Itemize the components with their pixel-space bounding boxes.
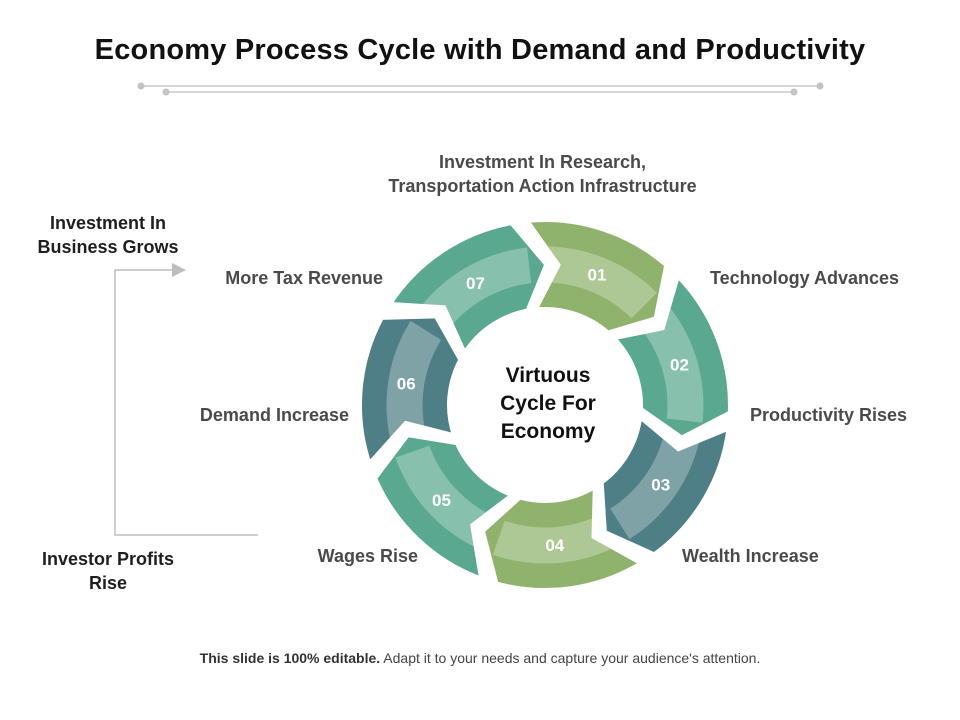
cycle-segment-shape bbox=[386, 220, 549, 357]
center-line-2: Cycle For bbox=[500, 392, 596, 415]
label-segment-04: Wages Rise bbox=[317, 546, 418, 566]
center-line-1: Virtuous bbox=[505, 364, 591, 387]
cycle-segment-shape bbox=[480, 483, 645, 592]
side-top-line-1: Investment In bbox=[49, 213, 167, 233]
cycle-segment-band bbox=[386, 320, 442, 439]
cycle-segment-band bbox=[395, 445, 492, 548]
segment-number-03: 03 bbox=[651, 476, 670, 495]
cycle-segment-shape bbox=[610, 272, 732, 440]
segment-number-02: 02 bbox=[670, 355, 689, 374]
cycle-segment-shape bbox=[599, 413, 731, 557]
side-bottom-line-1: Investor Profits bbox=[41, 549, 175, 569]
cycle-segment-band bbox=[545, 246, 657, 319]
cycle-segment-07: 07 bbox=[386, 220, 549, 357]
cycle-segment-02: 02 bbox=[610, 272, 732, 440]
cycle-segment-band bbox=[421, 247, 532, 329]
side-bottom-line-2: Rise bbox=[88, 573, 128, 593]
footer-bold: This slide is 100% editable. bbox=[199, 650, 381, 666]
center-line-3: Economy bbox=[500, 420, 596, 443]
cycle-segment-01: 01 bbox=[523, 218, 669, 335]
footer-note: This slide is 100% editable. Adapt it to… bbox=[0, 650, 960, 666]
segment-number-05: 05 bbox=[432, 491, 451, 510]
label-07-line-2: Transportation Action Infrastructure bbox=[388, 176, 697, 196]
segment-number-07: 07 bbox=[466, 274, 485, 293]
cycle-segment-shape bbox=[372, 432, 516, 582]
cycle-segment-band bbox=[609, 432, 700, 540]
label-segment-06: More Tax Revenue bbox=[225, 268, 383, 288]
footer-rest: Adapt it to your needs and capture your … bbox=[380, 650, 761, 666]
segment-number-01: 01 bbox=[588, 266, 607, 285]
label-segment-02: Productivity Rises bbox=[750, 405, 908, 425]
cycle-segment-shape bbox=[358, 314, 463, 468]
segment-number-06: 06 bbox=[397, 374, 416, 393]
cycle-segment-04: 04 bbox=[480, 483, 645, 592]
cycle-segment-06: 06 bbox=[358, 314, 463, 468]
segment-number-04: 04 bbox=[545, 536, 564, 555]
label-segment-01: Technology Advances bbox=[710, 268, 900, 288]
cycle-center-label: Virtuous Cycle For Economy bbox=[468, 362, 628, 446]
side-note-bottom: Investor Profits Rise bbox=[18, 547, 198, 595]
label-07-line-1: Investment In Research, bbox=[438, 152, 647, 172]
label-segment-07: Investment In Research, Transportation A… bbox=[360, 150, 725, 198]
label-segment-03: Wealth Increase bbox=[682, 546, 819, 566]
side-top-line-2: Business Grows bbox=[37, 237, 179, 257]
slide-title: Economy Process Cycle with Demand and Pr… bbox=[94, 34, 866, 66]
cycle-segment-03: 03 bbox=[599, 413, 731, 557]
side-note-top: Investment In Business Grows bbox=[18, 211, 198, 259]
cycle-segment-shape bbox=[523, 218, 669, 335]
cycle-segment-05: 05 bbox=[372, 432, 516, 582]
title-divider bbox=[137, 82, 824, 96]
cycle-segment-band bbox=[641, 307, 704, 423]
cycle-segment-band bbox=[492, 515, 613, 564]
cycle-center-circle bbox=[450, 310, 640, 500]
label-segment-05: Demand Increase bbox=[199, 405, 349, 425]
